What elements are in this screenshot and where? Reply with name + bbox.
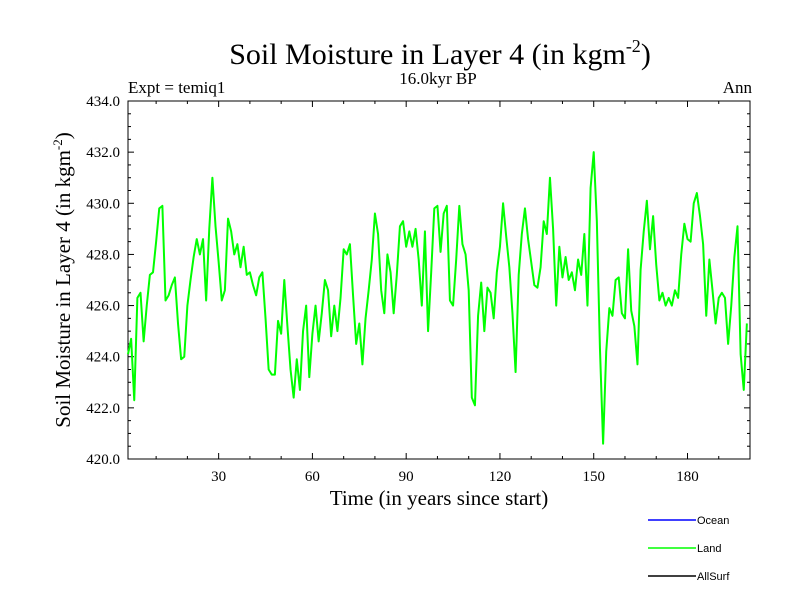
legend: Ocean Land AllSurf	[648, 515, 730, 583]
legend-label-land: Land	[697, 543, 721, 555]
y-tick-label: 428.0	[86, 247, 120, 263]
y-tick-label: 422.0	[86, 401, 120, 417]
series-line-land	[127, 151, 748, 445]
y-tick-label: 424.0	[86, 350, 120, 366]
x-tick-label: 150	[582, 469, 605, 485]
legend-label-ocean: Ocean	[697, 515, 729, 527]
x-axis: 30 60 90 120 150 180	[155, 101, 720, 485]
y-axis: 420.0 422.0 424.0 426.0 428.0 430.0 432.0 434.0	[86, 94, 750, 468]
x-tick-label: 90	[399, 469, 414, 485]
season-label: Ann	[723, 78, 753, 97]
x-tick-label: 30	[211, 469, 226, 485]
y-tick-label: 430.0	[86, 196, 120, 212]
chart-title: Soil Moisture in Layer 4 (in kgm-2)	[229, 36, 651, 71]
y-tick-label: 434.0	[86, 94, 120, 110]
y-axis-label: Soil Moisture in Layer 4 (in kgm-2)	[50, 132, 75, 427]
x-tick-label: 60	[305, 469, 320, 485]
y-tick-label: 420.0	[86, 452, 120, 468]
x-axis-label: Time (in years since start)	[330, 486, 549, 510]
series-group	[127, 151, 748, 445]
x-tick-label: 180	[676, 469, 699, 485]
y-tick-label: 432.0	[86, 145, 120, 161]
y-tick-label: 426.0	[86, 299, 120, 315]
chart-subtitle: 16.0kyr BP	[399, 69, 476, 88]
x-tick-label: 120	[489, 469, 512, 485]
experiment-label: Expt = temiq1	[128, 78, 225, 97]
legend-label-allsurf: AllSurf	[697, 571, 730, 583]
